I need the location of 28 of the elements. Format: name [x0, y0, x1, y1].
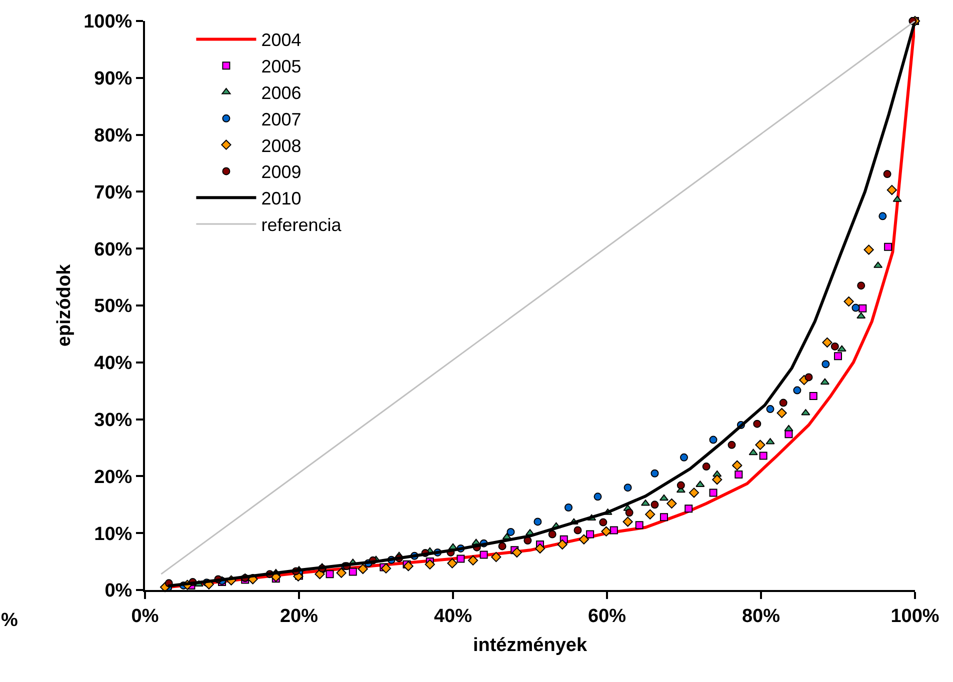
x-tick-label: 60%	[588, 606, 626, 627]
x-tick-label: 80%	[742, 606, 780, 627]
legend-label: 2007	[261, 109, 302, 130]
legend-label: 2005	[261, 56, 302, 77]
y-tick-label: 30%	[94, 410, 132, 431]
x-axis-title: intézmények	[472, 635, 588, 656]
y-tick-label: 60%	[94, 239, 132, 260]
y-tick-label: 80%	[94, 125, 132, 146]
legend-label: 2008	[261, 136, 302, 156]
y-tick-label: 0%	[104, 580, 132, 602]
x-tick-label: 100%	[890, 606, 940, 627]
y-tick-label: 50%	[94, 296, 132, 318]
legend-label: 2006	[261, 83, 302, 104]
y-tick-label: 90%	[94, 68, 132, 90]
y-axis-title: epizódok	[54, 264, 75, 347]
y-tick-label: 10%	[94, 524, 132, 545]
y-tick-label: 40%	[94, 353, 132, 374]
x-tick-label: 20%	[280, 606, 318, 627]
legend-label: 2004	[261, 30, 302, 50]
y-tick-label: 100%	[84, 12, 132, 33]
text: %	[1, 610, 18, 631]
y-tick-label: 70%	[94, 182, 132, 204]
x-tick-label: 0%	[131, 606, 159, 627]
legend-label: referencia	[261, 215, 342, 236]
y-tick-label: 20%	[94, 466, 132, 488]
x-tick-label: 40%	[434, 606, 472, 627]
legend-label: 2009	[261, 162, 302, 182]
legend-label: 2010	[261, 188, 302, 209]
